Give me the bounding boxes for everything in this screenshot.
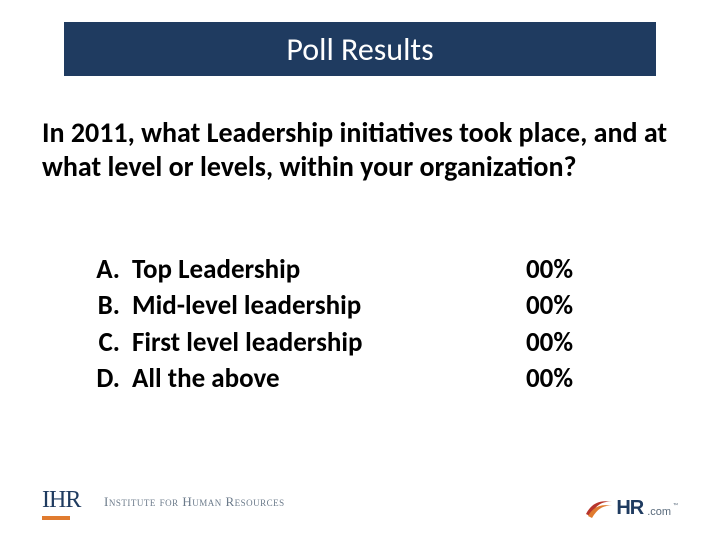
option-letter: B.	[86, 288, 120, 324]
swoosh-icon	[584, 494, 614, 520]
poll-option: A. Top Leadership 00%	[86, 252, 606, 288]
logo-hr-text: HR	[616, 497, 643, 520]
option-percent: 00%	[526, 288, 606, 324]
option-percent: 00%	[526, 325, 606, 361]
logo-ihr-mark-icon: IHR	[42, 484, 96, 520]
option-label: Mid-level leadership	[120, 288, 526, 324]
option-label: First level leadership	[120, 325, 526, 361]
poll-option: B. Mid-level leadership 00%	[86, 288, 606, 324]
footer: IHR Institute for Human Resources HR .co…	[42, 484, 678, 520]
option-percent: 00%	[526, 361, 606, 397]
page-title: Poll Results	[286, 30, 433, 69]
logo-ihr-long: Institute for Human Resources	[104, 494, 285, 510]
poll-options: A. Top Leadership 00% B. Mid-level leade…	[86, 252, 606, 398]
option-letter: A.	[86, 252, 120, 288]
option-letter: D.	[86, 361, 120, 397]
logo-hrcom: HR .com ™	[584, 494, 678, 520]
logo-hr-suffix: .com	[647, 506, 671, 518]
poll-question: In 2011, what Leadership initiatives too…	[42, 116, 672, 183]
poll-option: C. First level leadership 00%	[86, 325, 606, 361]
option-percent: 00%	[526, 252, 606, 288]
title-bar: Poll Results	[64, 22, 656, 76]
option-letter: C.	[86, 325, 120, 361]
trademark-icon: ™	[673, 501, 678, 510]
option-label: All the above	[120, 361, 526, 397]
poll-option: D. All the above 00%	[86, 361, 606, 397]
logo-ihr-short: IHR	[42, 487, 80, 514]
option-label: Top Leadership	[120, 252, 526, 288]
logo-ihr: IHR Institute for Human Resources	[42, 484, 285, 520]
